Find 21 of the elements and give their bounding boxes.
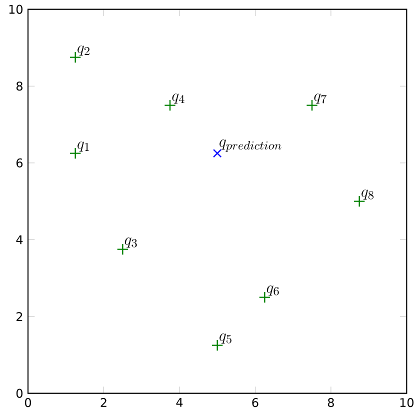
annotation: $q_{5}$	[220, 334, 232, 344]
y-tick-label: 2	[16, 312, 22, 321]
annotation: $q_{4}$	[172, 94, 184, 104]
annotation: $q_{3}$	[124, 238, 137, 248]
annotation: $q_{8}$	[362, 190, 374, 200]
annotation: $q_{7}$	[314, 94, 327, 104]
x-tick-label: 10	[400, 398, 414, 408]
x-tick-label: 8	[328, 398, 334, 408]
x-tick-label: 2	[100, 398, 106, 407]
annotation: $q_{prediction}$	[220, 140, 282, 152]
annotation: $q_{1}$	[78, 142, 90, 152]
x-tick-label: 0	[24, 398, 32, 408]
x-tick-label: 4	[176, 398, 183, 407]
y-tick-label: 10	[9, 4, 22, 14]
y-tick-label: 0	[16, 388, 22, 398]
y-tick-label: 6	[16, 158, 23, 168]
y-tick-label: 4	[16, 235, 23, 244]
y-tick-label: 8	[16, 82, 22, 91]
annotation: $q_{6}$	[266, 286, 279, 296]
annotation: $q_{2}$	[78, 46, 90, 56]
x-tick-label: 6	[252, 398, 258, 408]
